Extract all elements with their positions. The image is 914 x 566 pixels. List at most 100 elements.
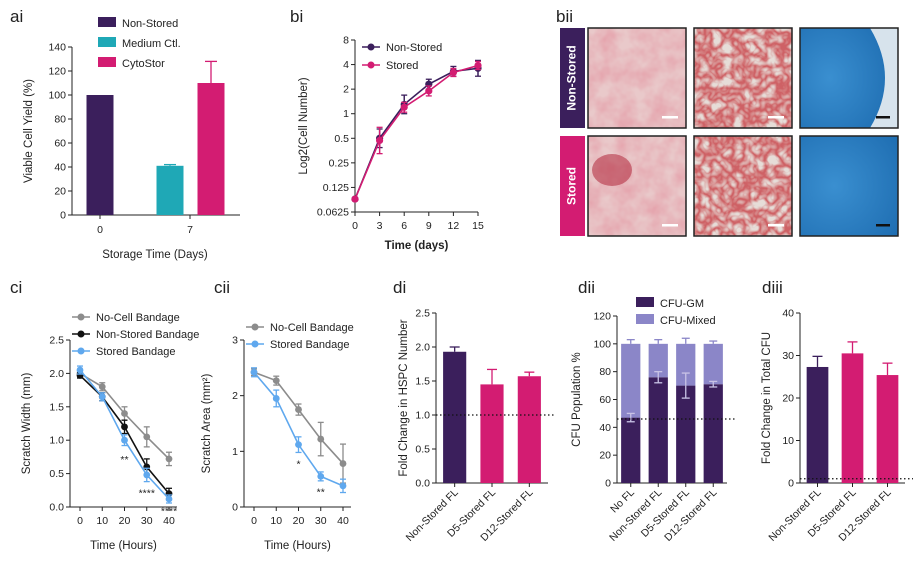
panel-label-bii: bii (556, 7, 573, 26)
y-tick-label: 1 (232, 446, 238, 458)
row-label-nonstored: Non-Stored (565, 45, 579, 110)
data-point (143, 471, 151, 479)
panel-label-di: di (393, 278, 406, 297)
y-tick-label: 0.5 (334, 133, 349, 145)
micrograph-nonstored-chondrogenic (799, 27, 899, 129)
y-tick-label: 1.0 (415, 410, 430, 422)
y-tick-label: 2 (232, 390, 238, 402)
data-point (425, 87, 433, 95)
y-tick-label: 0.5 (49, 468, 64, 480)
panel-label-diii: diii (762, 278, 783, 297)
data-point (272, 377, 280, 385)
legend-swatch (98, 37, 116, 47)
x-tick-label: 15 (472, 220, 484, 232)
y-axis-title: CFU Population % (571, 352, 583, 447)
panel-label-ai: ai (10, 7, 23, 26)
bar-segment-cfu-mixed (676, 343, 696, 386)
y-tick-label: 120 (48, 66, 66, 78)
micrograph-stored-adipogenic (693, 135, 793, 237)
y-tick-label: 120 (593, 311, 611, 323)
y-axis-title: Scratch Width (mm) (21, 373, 33, 475)
legend-label: CytoStor (122, 58, 165, 70)
series-line (354, 67, 479, 200)
data-point (121, 436, 128, 444)
data-point (121, 423, 128, 431)
x-tick-label: 40 (337, 515, 349, 527)
x-tick-label: 7 (187, 224, 193, 236)
legend-marker (77, 313, 85, 321)
y-tick-label: 0.0 (49, 502, 64, 514)
y-tick-label: 100 (48, 90, 66, 102)
data-point (474, 61, 482, 70)
row-label-stored: Stored (565, 167, 579, 205)
x-tick-label: 6 (401, 220, 407, 232)
panel-label-cii: cii (214, 278, 230, 297)
y-tick-label: 20 (599, 450, 611, 462)
data-point (376, 136, 384, 145)
data-point (76, 366, 84, 374)
legend-label: Stored (386, 60, 418, 72)
x-tick-label: 30 (141, 515, 153, 527)
y-tick-label: 0.0625 (317, 207, 349, 219)
y-tick-label: 40 (599, 422, 611, 434)
data-point (317, 435, 325, 443)
y-axis-title: Scratch Area (mm²) (201, 373, 213, 473)
data-point (339, 460, 347, 467)
x-tick-label: 10 (96, 515, 108, 527)
data-point (339, 482, 347, 490)
y-tick-label: 1.0 (49, 435, 64, 447)
legend-marker (77, 347, 85, 355)
legend-label: Stored Bandage (96, 346, 176, 358)
y-tick-label: 60 (599, 394, 611, 406)
chart-viable-cell-yield: 0 20 40 60 80 100 120 140 Viable Cell Yield (%) 0… (23, 17, 240, 261)
y-tick-label: 80 (54, 114, 66, 126)
y-tick-label: 2.0 (49, 368, 64, 380)
x-tick-label: 3 (377, 220, 383, 232)
row-label-bar-stored (560, 136, 585, 236)
data-point (98, 393, 106, 401)
micrograph-nonstored-osteogenic (587, 27, 687, 129)
x-tick-label: 10 (270, 515, 282, 527)
legend-label: Medium Ctl. (122, 38, 181, 50)
y-tick-label: 1.5 (49, 401, 64, 413)
panel-label-ci: ci (10, 278, 22, 297)
y-tick-label: 40 (54, 162, 66, 174)
bar-segment-cfu-gm (703, 384, 723, 483)
x-tick-label: 9 (426, 220, 432, 232)
bar (480, 384, 504, 483)
significance-marker: **** (139, 487, 155, 499)
x-tick-label: 40 (163, 515, 175, 527)
data-point (165, 455, 173, 463)
data-point (449, 68, 457, 77)
panel-label-dii: dii (578, 278, 595, 297)
y-tick-label: 0 (60, 210, 66, 222)
micrograph-grid: Non-Stored Stored (560, 27, 899, 237)
y-axis-title: Fold Change in HSPC Number (398, 319, 410, 476)
micrograph-stored-chondrogenic (799, 135, 899, 237)
significance-marker: **** (161, 505, 177, 517)
bar-segment-cfu-mixed (621, 343, 641, 418)
data-point (400, 103, 408, 111)
bar (806, 366, 829, 483)
bar-segment-cfu-mixed (648, 343, 668, 378)
y-tick-label: 40 (782, 308, 794, 320)
x-tick-label: 0 (251, 515, 257, 527)
y-tick-label: 0.125 (323, 182, 349, 194)
legend-swatch (98, 17, 116, 27)
bar (197, 83, 225, 215)
bar-segment-cfu-gm (648, 377, 668, 483)
y-tick-label: 80 (599, 366, 611, 378)
data-point (272, 395, 280, 402)
y-tick-label: 0.25 (329, 157, 350, 169)
significance-marker: ** (317, 486, 325, 498)
x-tick-label: 0 (352, 220, 358, 232)
chart-scratch-area: 0 1 2 3 Scratch Area (mm²) 0 10 20 30 40 Time (Hou… (201, 322, 354, 552)
y-axis-title: Fold Change in Total CFU (761, 332, 773, 464)
x-axis-title: Time (Hours) (264, 540, 331, 552)
y-tick-label: 0 (788, 478, 794, 490)
y-tick-label: 1.5 (415, 376, 430, 388)
y-tick-label: 2.0 (415, 342, 430, 354)
x-axis-title: Time (Hours) (90, 540, 157, 552)
y-axis-title: Viable Cell Yield (%) (23, 79, 35, 183)
